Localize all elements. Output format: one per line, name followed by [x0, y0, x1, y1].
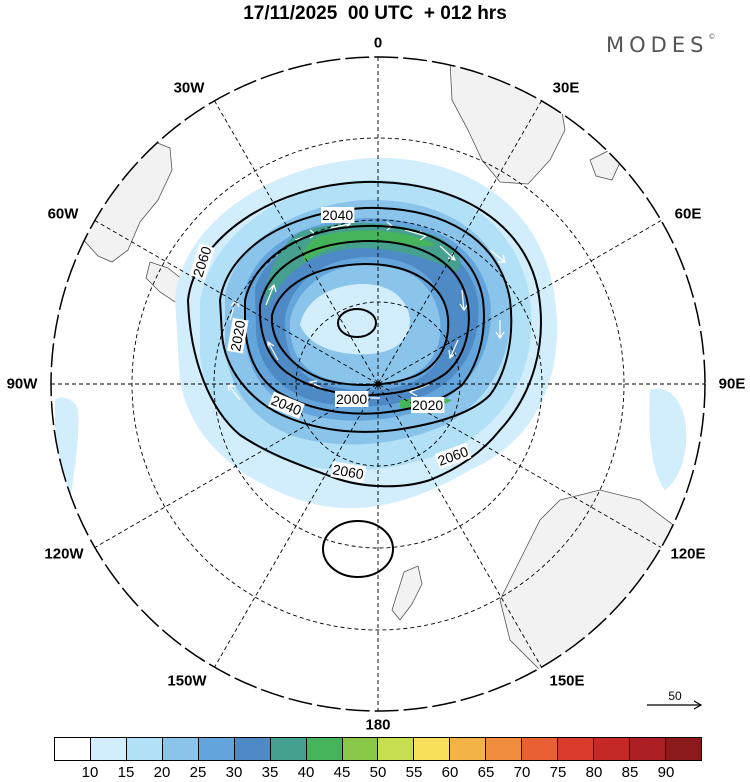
- wind-vector: [267, 340, 279, 361]
- colorbar-tick-label: 35: [261, 764, 279, 781]
- wind-vector: [448, 339, 459, 360]
- colorbar-swatch: [126, 738, 163, 760]
- wind-vector: [229, 298, 240, 321]
- lon-label-120e: 120E: [670, 545, 706, 563]
- colorbar-tick-label: 50: [369, 764, 387, 781]
- contour-label-halo: [321, 207, 355, 223]
- contour-2020-a: [244, 224, 485, 415]
- colorbar-swatch: [234, 738, 271, 760]
- contour-label-halo: [335, 391, 369, 407]
- lon-label-30w: 30W: [173, 79, 205, 97]
- colorbar-swatch: [665, 738, 701, 760]
- lon-label-150w: 150W: [167, 672, 207, 690]
- wind-inner-core: [300, 284, 410, 355]
- contour-label: 2020: [227, 319, 248, 353]
- contour-label-halo: [227, 317, 249, 354]
- lon-label-60e: 60E: [674, 205, 702, 223]
- wind-vector: [489, 249, 506, 263]
- colorbar-swatch: [594, 738, 630, 760]
- contour-label: 2060: [331, 461, 365, 482]
- colorbar-swatch: [270, 738, 307, 760]
- contour-label-halo: [189, 243, 215, 280]
- colorbar-swatch: [90, 738, 127, 760]
- colorbar-swatch: [198, 738, 235, 760]
- contour-labels: 2040 2060 2020 2000 2020 2040 2060 2060: [189, 207, 472, 483]
- new-zealand-land: [391, 565, 423, 621]
- wind-speed-shading: [55, 157, 687, 515]
- colorbar-tick-label: 25: [189, 764, 207, 781]
- colorbar-swatch: [450, 738, 487, 760]
- lon-label-30e: 30E: [552, 79, 580, 97]
- lon-label-60w: 60W: [47, 205, 79, 223]
- brand-mark: ©: [708, 33, 716, 41]
- brand-name: MODES: [606, 33, 709, 57]
- wind-vector: [265, 283, 277, 306]
- colorbar-swatch: [414, 738, 451, 760]
- graticule: [51, 57, 705, 711]
- colorbar-tick-label: 90: [657, 764, 675, 781]
- reference-vector-label: 50: [668, 689, 682, 703]
- colorbar-swatch: [162, 738, 199, 760]
- brand-logo: MODES©: [606, 33, 715, 57]
- colorbar: [54, 737, 702, 761]
- colorbar-tick-label: 70: [513, 764, 531, 781]
- colorbar-tick-label: 75: [549, 764, 567, 781]
- colorbar-tick-label: 80: [585, 764, 603, 781]
- map-title: 17/11/2025 00 UTC + 012 hrs: [243, 3, 507, 24]
- contour-low-center: [337, 308, 377, 338]
- reference-vector-arrow-icon: [647, 700, 703, 710]
- lon-label-150e: 150E: [549, 672, 585, 690]
- colorbar-tick-label: 65: [477, 764, 495, 781]
- colorbar-tick-label: 40: [297, 764, 315, 781]
- colorbar-swatch: [378, 738, 415, 760]
- colorbar-swatch: [630, 738, 666, 760]
- colorbar-swatch: [55, 738, 91, 760]
- colorbar-tick-label: 30: [225, 764, 243, 781]
- contour-2060-main: [186, 180, 542, 488]
- lon-label-0: 0: [373, 34, 383, 52]
- contour-label: 2040: [322, 207, 353, 223]
- colorbar-tick-label: 85: [621, 764, 639, 781]
- lon-label-120w: 120W: [44, 545, 84, 563]
- colorbar-swatch: [342, 738, 379, 760]
- contour-label-halo: [267, 391, 305, 419]
- contour-closed-low-south: [322, 520, 394, 578]
- contour-label-halo: [434, 442, 472, 470]
- contour-label-halo: [411, 397, 445, 413]
- colorbar-tick-label: 10: [81, 764, 99, 781]
- map-border: [50, 56, 706, 712]
- wind-vector: [495, 320, 505, 340]
- colorbar-tick-label: 20: [153, 764, 171, 781]
- lon-label-180: 180: [365, 716, 391, 734]
- colorbar-swatch: [306, 738, 343, 760]
- lon-label-90w: 90W: [6, 375, 38, 393]
- south-pole-marker: [375, 381, 381, 387]
- contour-2020-b: [258, 239, 470, 397]
- wind-patch-subtropical-east: [649, 388, 687, 490]
- colorbar-swatch: [486, 738, 523, 760]
- colorbar-tick-label: 45: [333, 764, 351, 781]
- contour-2000: [270, 262, 450, 386]
- wind-vector: [459, 289, 469, 312]
- colorbar-swatch: [522, 738, 559, 760]
- lon-label-90e: 90E: [718, 375, 746, 393]
- colorbar-tick-label: 55: [405, 764, 423, 781]
- polar-map: 2040 2060 2020 2000 2020 2040 2060 2060: [50, 56, 706, 712]
- contour-label-halo: [330, 461, 367, 483]
- colorbar-tick-label: 60: [441, 764, 459, 781]
- contour-label: 2020: [412, 397, 443, 413]
- colorbar-swatch: [558, 738, 595, 760]
- contour-label: 2000: [336, 391, 367, 407]
- colorbar-tick-label: 15: [117, 764, 135, 781]
